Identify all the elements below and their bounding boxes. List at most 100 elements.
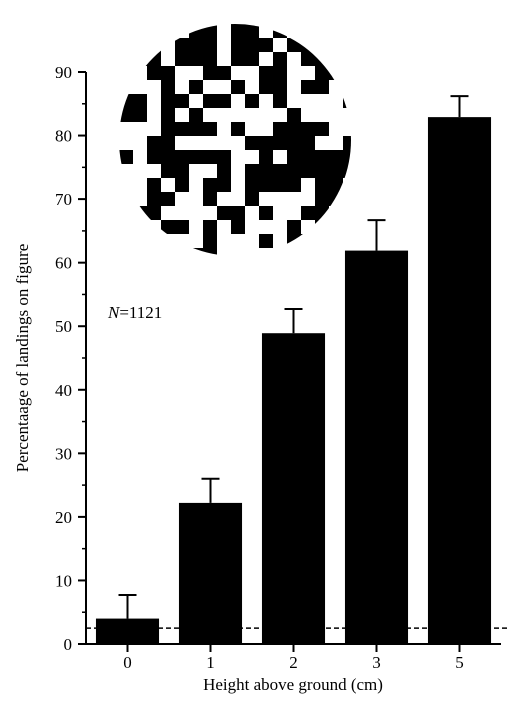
pattern-cell (203, 234, 217, 248)
pattern-cell (231, 52, 245, 66)
pattern-cell (189, 122, 203, 136)
pattern-cell (175, 220, 189, 234)
pattern-cell (175, 178, 189, 192)
pattern-cell (315, 24, 329, 38)
pattern-cell (287, 220, 301, 234)
pattern-cell (119, 220, 133, 234)
pattern-cell (147, 136, 161, 150)
pattern-cell (147, 234, 161, 248)
pattern-cell (175, 248, 189, 256)
pattern-cell (161, 136, 175, 150)
pattern-cell (133, 220, 147, 234)
pattern-cell (245, 178, 259, 192)
pattern-cell (133, 52, 147, 66)
pattern-cell (315, 248, 329, 256)
pattern-cell (287, 248, 301, 256)
pattern-cell (315, 80, 329, 94)
pattern-cell (161, 150, 175, 164)
pattern-cell (259, 178, 273, 192)
pattern-cell (133, 94, 147, 108)
pattern-cell (287, 150, 301, 164)
pattern-cell (343, 94, 351, 108)
pattern-cell (259, 206, 273, 220)
pattern-cell (161, 108, 175, 122)
y-tick-label: 10 (55, 571, 72, 590)
pattern-cell (315, 178, 329, 192)
pattern-cell (161, 80, 175, 94)
pattern-cell (287, 122, 301, 136)
annotation-italic: N (107, 303, 121, 322)
pattern-cell (133, 206, 147, 220)
pattern-cell (301, 136, 315, 150)
pattern-cell (189, 24, 203, 38)
pattern-cell (329, 150, 343, 164)
pattern-cell (301, 122, 315, 136)
pattern-cell (203, 52, 217, 66)
pattern-cell (161, 66, 175, 80)
pattern-cell (231, 80, 245, 94)
pattern-cell (301, 52, 315, 66)
y-tick-label: 0 (64, 635, 73, 654)
pattern-cell (301, 80, 315, 94)
pattern-cell (343, 164, 351, 178)
pattern-cell (259, 234, 273, 248)
pattern-cell (287, 164, 301, 178)
pattern-cell (245, 52, 259, 66)
pattern-cell (203, 192, 217, 206)
pattern-cell (245, 94, 259, 108)
pattern-cell (231, 206, 245, 220)
pattern-cell (343, 150, 351, 164)
checkered-figure (119, 24, 351, 256)
pattern-cell (147, 38, 161, 52)
y-tick-label: 60 (55, 254, 72, 273)
pattern-cell (217, 206, 231, 220)
pattern-cell (203, 248, 217, 256)
x-tick-label: 1 (206, 653, 215, 672)
bar (95, 618, 160, 644)
pattern-cell (133, 24, 147, 38)
pattern-cell (301, 234, 315, 248)
pattern-cell (301, 164, 315, 178)
pattern-cell (147, 178, 161, 192)
pattern-cell (231, 122, 245, 136)
pattern-cell (231, 220, 245, 234)
y-tick-label: 20 (55, 508, 72, 527)
pattern-cell (147, 24, 161, 38)
pattern-cell (273, 52, 287, 66)
pattern-cell (301, 150, 315, 164)
pattern-cell (273, 178, 287, 192)
pattern-cell (147, 248, 161, 256)
bar (261, 333, 326, 644)
pattern-cell (203, 24, 217, 38)
pattern-cell (203, 178, 217, 192)
pattern-cell (189, 150, 203, 164)
pattern-cell (329, 164, 343, 178)
pattern-cell (217, 66, 231, 80)
pattern-cell (287, 178, 301, 192)
pattern-cell (259, 38, 273, 52)
pattern-cell (315, 206, 329, 220)
x-tick-label: 5 (455, 653, 464, 672)
pattern-cell (161, 164, 175, 178)
pattern-cell (133, 248, 147, 256)
pattern-cell (119, 52, 133, 66)
bar (427, 117, 492, 644)
pattern-cell (287, 234, 301, 248)
pattern-cell (175, 122, 189, 136)
pattern-cell (147, 66, 161, 80)
pattern-cell (203, 38, 217, 52)
pattern-cell (259, 136, 273, 150)
pattern-cell (119, 94, 133, 108)
pattern-cell (147, 192, 161, 206)
pattern-cell (315, 52, 329, 66)
pattern-cell (287, 108, 301, 122)
bar (344, 250, 409, 644)
pattern-cell (259, 80, 273, 94)
pattern-cell (287, 136, 301, 150)
pattern-cell (245, 24, 259, 38)
pattern-cell (203, 94, 217, 108)
pattern-cell (217, 164, 231, 178)
pattern-cell (161, 94, 175, 108)
pattern-cell (245, 38, 259, 52)
